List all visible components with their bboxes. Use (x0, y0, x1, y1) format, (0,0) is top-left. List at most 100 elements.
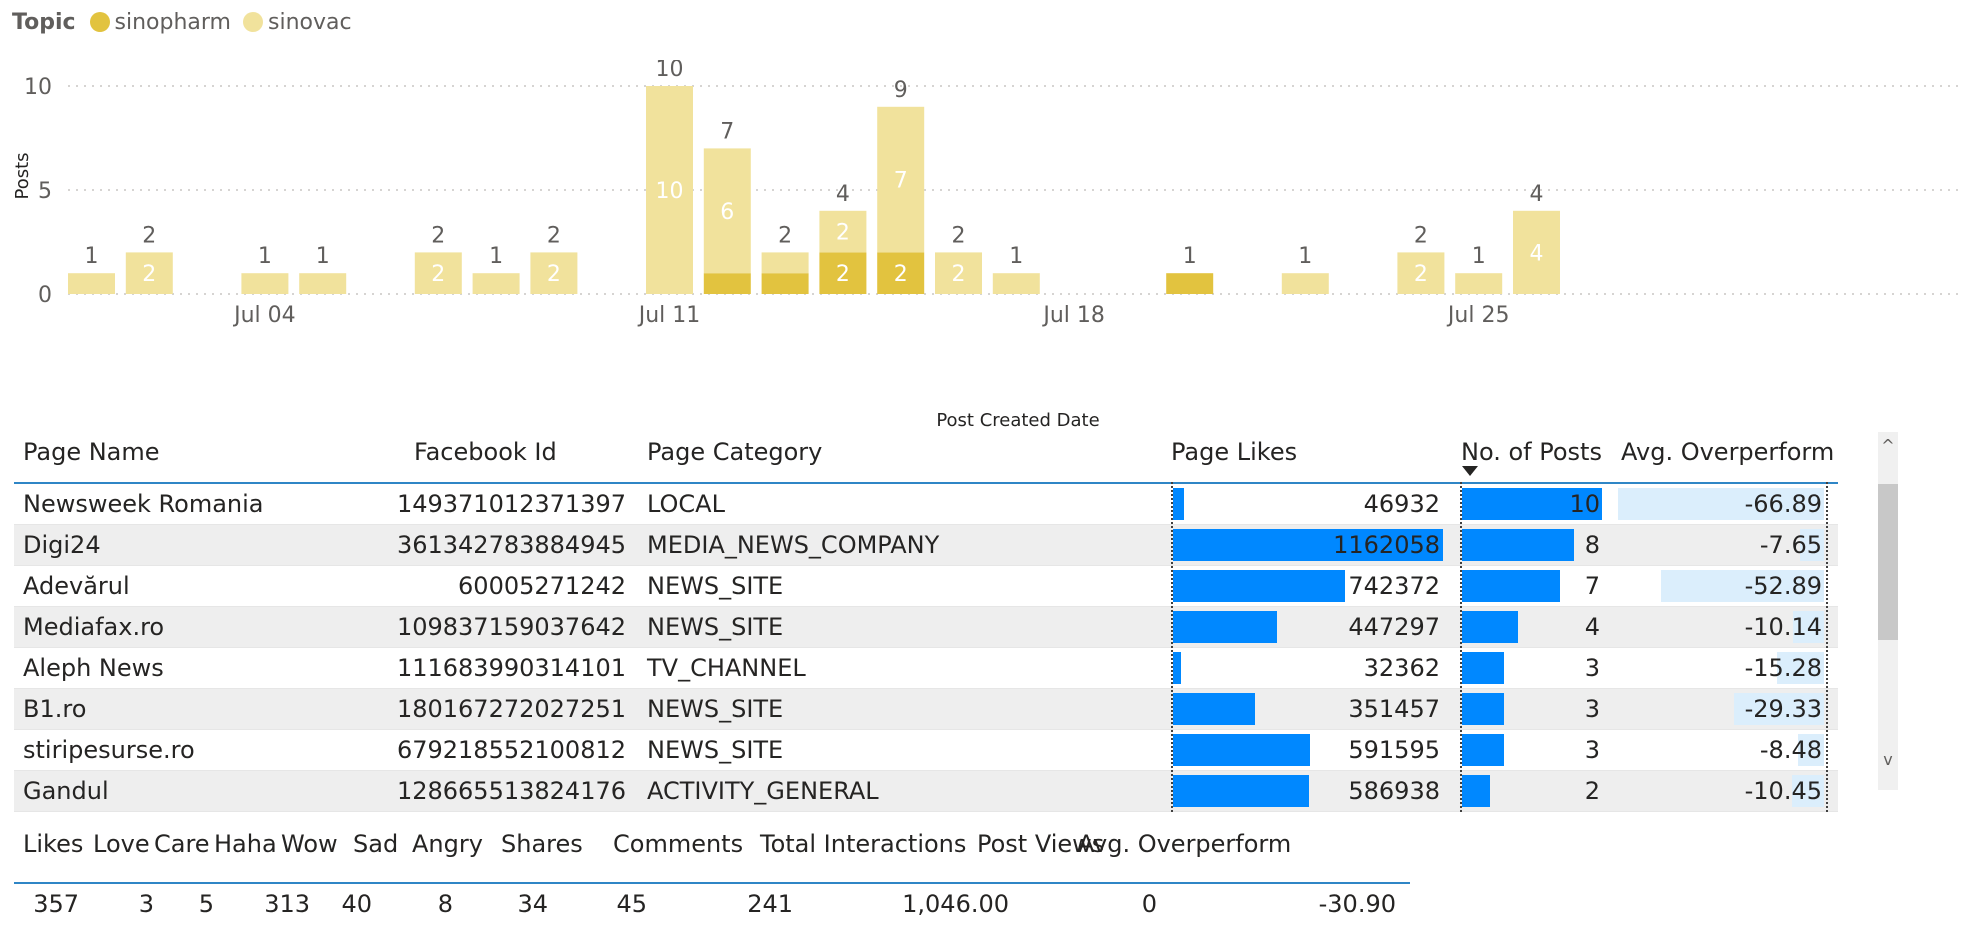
summary-value: 357 (33, 890, 79, 918)
summary-header[interactable]: Love (93, 830, 150, 858)
summary-header[interactable]: Comments (613, 830, 744, 858)
summary-header[interactable]: Total Interactions (760, 830, 967, 858)
cell-avg-overperform: -66.89 (1744, 490, 1822, 518)
cell-facebook-id: 111683990314101 (396, 654, 626, 682)
bar-sinovac (472, 273, 520, 294)
summary-header[interactable]: Haha (214, 830, 277, 858)
col-header-page-name[interactable]: Page Name (23, 438, 160, 466)
data-label: 7 (894, 169, 908, 194)
cell-page-likes: 1162058 (1333, 531, 1440, 559)
col-header-page-likes[interactable]: Page Likes (1171, 438, 1298, 466)
summary-header[interactable]: Shares (501, 830, 583, 858)
total-label: 1 (1472, 244, 1486, 269)
bar-sinovac (1281, 273, 1329, 294)
cell-page-category: NEWS_SITE (647, 572, 784, 600)
total-label: 2 (952, 223, 966, 248)
data-label: 4 (1530, 241, 1544, 266)
page-table-header: Page Name Facebook Id Page Category Page… (14, 430, 1838, 484)
summary-header[interactable]: Angry (412, 830, 483, 858)
posts-bar (1462, 775, 1490, 807)
cell-page-category: NEWS_SITE (647, 736, 784, 764)
bar-sinovac (68, 273, 115, 294)
bar-sinopharm (877, 252, 925, 294)
data-label: 2 (1414, 262, 1428, 287)
summary-header[interactable]: Sad (353, 830, 399, 858)
page-likes-bar (1173, 652, 1181, 684)
cell-page-likes: 591595 (1348, 736, 1440, 764)
cell-page-category: LOCAL (647, 490, 725, 518)
bar-sinovac (1455, 273, 1503, 294)
total-label: 7 (720, 119, 734, 144)
summary-header[interactable]: Wow (281, 830, 338, 858)
page-likes-bar (1173, 529, 1443, 561)
bar-sinovac (414, 252, 462, 294)
cell-facebook-id: 180167272027251 (396, 695, 626, 723)
bar-sinovac (703, 148, 751, 274)
total-label: 2 (431, 223, 445, 248)
scroll-down-icon[interactable]: v (1883, 750, 1893, 769)
summary-value: 40 (341, 890, 372, 918)
overperform-bar (1618, 488, 1824, 520)
cell-page-category: ACTIVITY_GENERAL (647, 777, 879, 805)
page-likes-bar (1173, 775, 1309, 807)
data-label: 2 (836, 221, 850, 246)
table-row[interactable]: stiripesurse.ro 679218552100812 NEWS_SITE 5… (14, 730, 1838, 771)
column-divider (1171, 482, 1173, 812)
cell-page-name: Adevărul (23, 572, 130, 600)
cell-no-of-posts: 7 (1584, 572, 1600, 600)
table-row[interactable]: Adevărul 60005271242 NEWS_SITE 742372 7 -52.8… (14, 566, 1838, 607)
cell-avg-overperform: -52.89 (1744, 572, 1822, 600)
table-row[interactable]: Aleph News 111683990314101 TV_CHANNEL 32362… (14, 648, 1838, 689)
data-label: 2 (952, 262, 966, 287)
cell-page-likes: 351457 (1348, 695, 1440, 723)
summary-header[interactable]: Avg. Overperform (1078, 830, 1292, 858)
summary-value: 0 (1141, 890, 1157, 918)
col-header-facebook-id[interactable]: Facebook Id (414, 438, 557, 466)
posts-bar (1462, 570, 1560, 602)
posts-bar (1462, 529, 1574, 561)
table-row[interactable]: Newsweek Romania 149371012371397 LOCAL 4693… (14, 484, 1838, 525)
overperform-bar (1798, 734, 1824, 766)
sort-desc-icon (1462, 466, 1478, 476)
total-label: 1 (1009, 244, 1023, 269)
total-label: 4 (836, 182, 850, 207)
bar-sinopharm (761, 273, 809, 294)
page-likes-bar (1173, 488, 1184, 520)
page-table-body: Newsweek Romania 149371012371397 LOCAL 4693… (14, 484, 1838, 812)
summary-value: 8 (437, 890, 453, 918)
summary-header[interactable]: Likes (23, 830, 84, 858)
col-header-no-of-posts[interactable]: No. of Posts (1461, 438, 1602, 466)
legend-item-sinovac[interactable]: sinovac (243, 10, 352, 35)
scroll-up-icon[interactable]: ^ (1881, 436, 1895, 455)
total-label: 1 (1298, 244, 1312, 269)
total-label: 2 (547, 223, 561, 248)
col-header-page-category[interactable]: Page Category (647, 438, 823, 466)
table-row[interactable]: B1.ro 180167272027251 NEWS_SITE 351457 3 -29.… (14, 689, 1838, 730)
legend-item-sinopharm[interactable]: sinopharm (89, 10, 231, 35)
table-row[interactable]: Mediafax.ro 109837159037642 NEWS_SITE 44729… (14, 607, 1838, 648)
x-tick-label: Jul 25 (1446, 303, 1510, 328)
legend-dot-sinovac (243, 12, 263, 32)
summary-value: 45 (616, 890, 647, 918)
summary-header[interactable]: Post Views (977, 830, 1105, 858)
col-header-avg-overperform[interactable]: Avg. Overperform (1621, 438, 1835, 466)
bar-sinovac (646, 86, 693, 294)
x-tick-label: Jul 18 (1041, 303, 1105, 328)
table-scrollbar[interactable]: ^ v (1878, 432, 1898, 790)
cell-no-of-posts: 3 (1584, 736, 1600, 764)
cell-no-of-posts: 4 (1584, 613, 1600, 641)
cell-avg-overperform: -7.65 (1759, 531, 1822, 559)
cell-no-of-posts: 10 (1569, 490, 1600, 518)
summary-header[interactable]: Care (154, 830, 210, 858)
cell-page-category: MEDIA_NEWS_COMPANY (647, 531, 940, 559)
table-row[interactable]: Gandul 128665513824176 ACTIVITY_GENERAL 586… (14, 771, 1838, 812)
scroll-thumb[interactable] (1878, 484, 1898, 640)
bar-sinovac (125, 252, 173, 294)
page-likes-bar (1173, 734, 1310, 766)
x-tick-label: Jul 11 (637, 303, 701, 328)
data-label: 2 (836, 262, 850, 287)
table-row[interactable]: Digi24 361342783884945 MEDIA_NEWS_COMPANY 1… (14, 525, 1838, 566)
bar-sinovac (877, 106, 925, 253)
y-tick-label: 10 (24, 75, 52, 100)
posts-bar (1462, 652, 1504, 684)
